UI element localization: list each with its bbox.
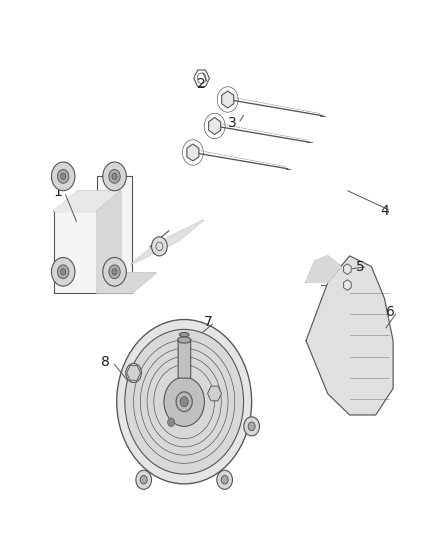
Circle shape	[103, 257, 126, 286]
Circle shape	[217, 470, 233, 489]
Circle shape	[125, 329, 244, 474]
Polygon shape	[344, 280, 351, 290]
Circle shape	[136, 470, 152, 489]
Polygon shape	[132, 220, 203, 264]
Polygon shape	[97, 191, 156, 293]
Circle shape	[60, 269, 66, 275]
Circle shape	[57, 265, 69, 279]
Polygon shape	[127, 366, 141, 380]
Text: 5: 5	[356, 260, 365, 273]
Circle shape	[221, 475, 228, 484]
Polygon shape	[187, 144, 199, 161]
Circle shape	[164, 377, 205, 426]
Circle shape	[51, 257, 75, 286]
Circle shape	[248, 422, 255, 431]
Circle shape	[168, 418, 175, 426]
Circle shape	[176, 392, 192, 411]
Circle shape	[103, 162, 126, 191]
Polygon shape	[208, 386, 222, 401]
Circle shape	[112, 269, 117, 275]
Polygon shape	[222, 91, 234, 108]
FancyBboxPatch shape	[178, 339, 191, 378]
Polygon shape	[306, 256, 393, 415]
Text: 7: 7	[204, 315, 212, 329]
Circle shape	[57, 169, 69, 183]
Polygon shape	[53, 191, 120, 212]
Polygon shape	[208, 117, 221, 134]
Circle shape	[51, 162, 75, 191]
Circle shape	[140, 475, 147, 484]
Ellipse shape	[178, 337, 191, 343]
Circle shape	[60, 173, 66, 180]
Ellipse shape	[180, 333, 189, 337]
Text: 8: 8	[102, 355, 110, 369]
Text: 4: 4	[380, 204, 389, 218]
Circle shape	[109, 265, 120, 279]
Text: 2: 2	[197, 77, 206, 91]
Circle shape	[244, 417, 259, 436]
Circle shape	[112, 173, 117, 180]
Text: 3: 3	[228, 116, 237, 131]
Text: 6: 6	[386, 304, 396, 319]
Circle shape	[152, 237, 167, 256]
Polygon shape	[344, 264, 351, 274]
Circle shape	[180, 397, 188, 407]
Polygon shape	[53, 176, 132, 293]
Circle shape	[126, 364, 141, 383]
Circle shape	[117, 319, 252, 484]
Polygon shape	[306, 256, 341, 282]
Circle shape	[109, 169, 120, 183]
Text: 1: 1	[53, 185, 62, 199]
